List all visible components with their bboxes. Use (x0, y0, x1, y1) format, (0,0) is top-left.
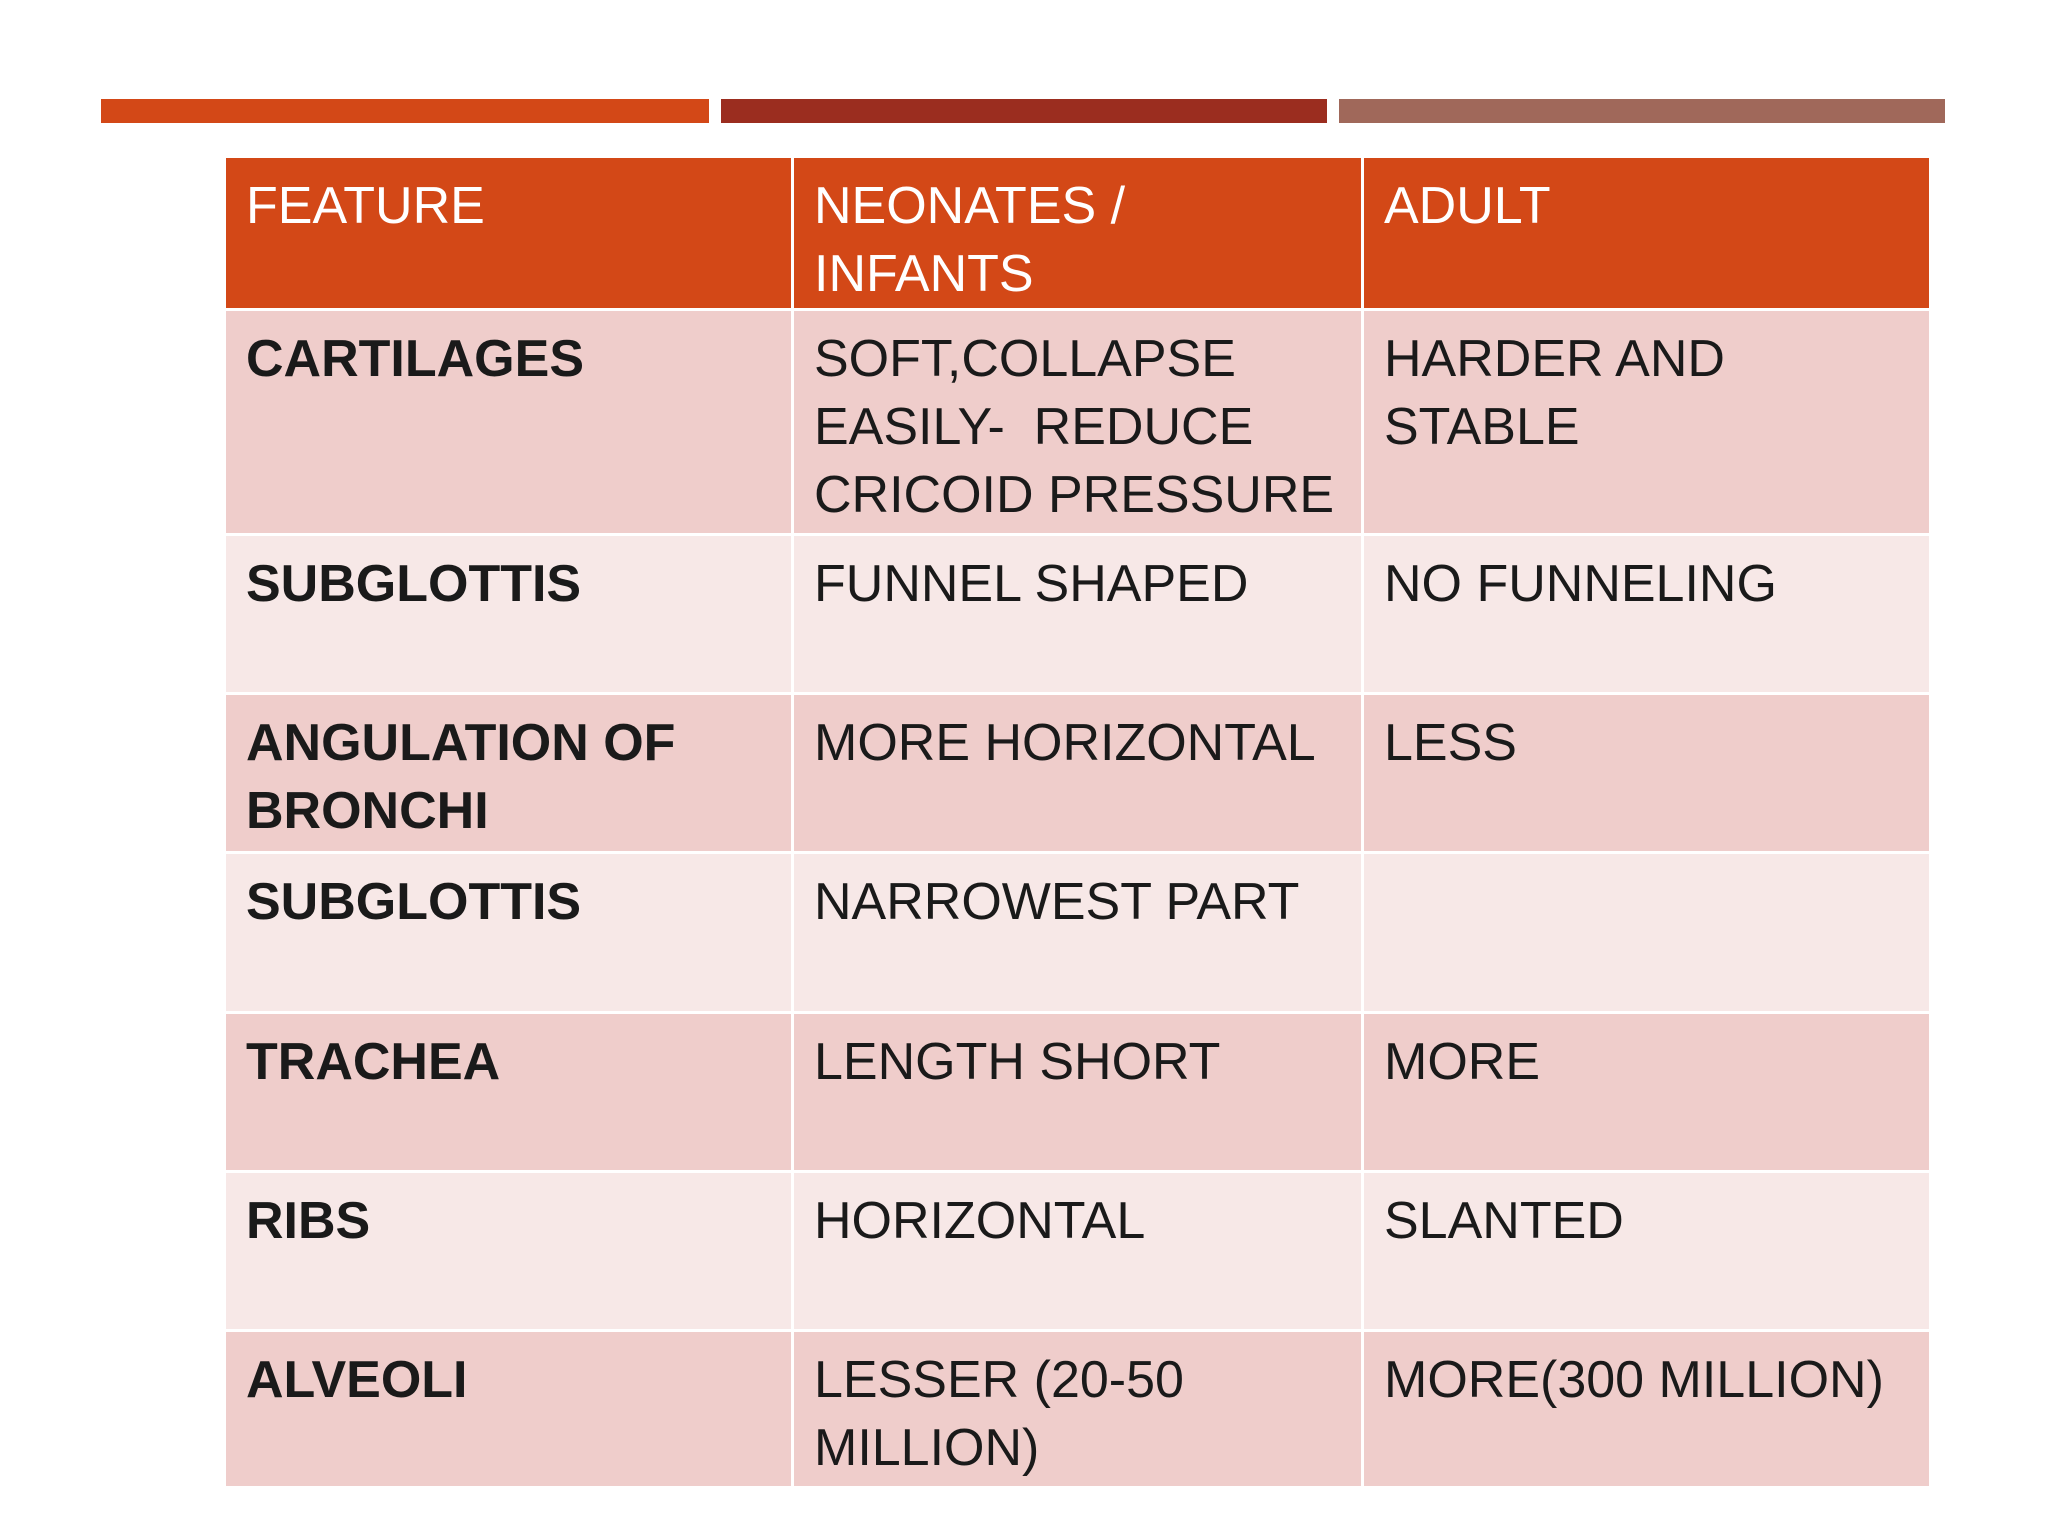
table-cell: TRACHEA (223, 1011, 794, 1173)
table-cell: HORIZONTAL (791, 1170, 1364, 1332)
table-row: TRACHEA LENGTH SHORT MORE (223, 1011, 1932, 1173)
accent-bar (721, 99, 1327, 123)
table-row: ANGULATION OF BRONCHI MORE HORIZONTAL LESS (223, 692, 1932, 854)
table-cell: HARDER AND STABLE (1361, 308, 1932, 536)
table-cell: ALVEOLI (223, 1329, 794, 1489)
table-cell: RIBS (223, 1170, 794, 1332)
table-row: ALVEOLI LESSER (20-50 MILLION) MORE(300 MI… (223, 1329, 1932, 1489)
table-cell: MORE(300 MILLION) (1361, 1329, 1932, 1489)
table-row: RIBS HORIZONTAL SLANTED (223, 1170, 1932, 1332)
accent-bar (101, 99, 709, 123)
table-cell: MORE HORIZONTAL (791, 692, 1364, 854)
header-cell: ADULT (1361, 155, 1932, 311)
header-cell: NEONATES / INFANTS (791, 155, 1364, 311)
table-cell: NO FUNNELING (1361, 533, 1932, 695)
comparison-table: FEATURE NEONATES / INFANTS ADULT CARTILAGE… (223, 155, 1932, 1489)
table-cell: LENGTH SHORT (791, 1011, 1364, 1173)
table-cell: LESS (1361, 692, 1932, 854)
table-cell: SUBGLOTTIS (223, 533, 794, 695)
table-cell: CARTILAGES (223, 308, 794, 536)
header-cell: FEATURE (223, 155, 794, 311)
table-cell: ANGULATION OF BRONCHI (223, 692, 794, 854)
header-row: FEATURE NEONATES / INFANTS ADULT (223, 155, 1932, 311)
table-cell: SLANTED (1361, 1170, 1932, 1332)
table-cell: NARROWEST PART (791, 851, 1364, 1014)
table-cell: FUNNEL SHAPED (791, 533, 1364, 695)
table-cell: LESSER (20-50 MILLION) (791, 1329, 1364, 1489)
table-row: SUBGLOTTIS FUNNEL SHAPED NO FUNNELING (223, 533, 1932, 695)
table-cell: SUBGLOTTIS (223, 851, 794, 1014)
accent-bar (1339, 99, 1945, 123)
table-cell (1361, 851, 1932, 1014)
table-row: CARTILAGES SOFT,COLLAPSE EASILY- REDUCE C… (223, 308, 1932, 536)
table-row: SUBGLOTTIS NARROWEST PART (223, 851, 1932, 1014)
table-cell: MORE (1361, 1011, 1932, 1173)
table-cell: SOFT,COLLAPSE EASILY- REDUCE CRICOID PRE… (791, 308, 1364, 536)
